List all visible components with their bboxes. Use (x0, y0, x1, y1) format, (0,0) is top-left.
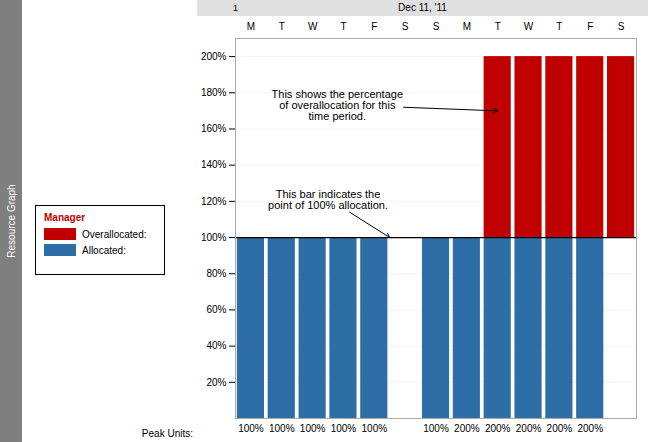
html-text:Peak Units:: Peak Units: (141, 428, 193, 439)
svg-text:T: T (340, 21, 346, 32)
svg-text:W: W (308, 21, 318, 32)
svg-text:100%: 100% (201, 232, 227, 243)
svg-text:60%: 60% (206, 304, 226, 315)
svg-text:80%: 80% (206, 268, 226, 279)
svg-text:140%: 140% (201, 159, 227, 170)
svg-text:200%: 200% (516, 423, 542, 434)
svg-text:S: S (402, 21, 409, 32)
svg-text:100%: 100% (362, 423, 388, 434)
svg-text:200%: 200% (201, 51, 227, 62)
html-text:Overallocated:: Overallocated: (82, 228, 147, 240)
svg-text:This bar indicates thepoint of: This bar indicates thepoint of 100% allo… (268, 188, 388, 211)
svg-text:S: S (618, 21, 625, 32)
svg-text:W: W (524, 21, 534, 32)
svg-text:T: T (279, 21, 285, 32)
html-text:Allocated:: Allocated: (82, 244, 126, 256)
svg-text:200%: 200% (547, 423, 573, 434)
svg-text:100%: 100% (331, 423, 357, 434)
svg-text:160%: 160% (201, 123, 227, 134)
svg-text:180%: 180% (201, 87, 227, 98)
html-text:1: 1 (233, 3, 238, 13)
svg-text:T: T (556, 21, 562, 32)
svg-text:200%: 200% (454, 423, 480, 434)
svg-text:200%: 200% (485, 423, 511, 434)
svg-text:M: M (247, 21, 255, 32)
svg-text:F: F (587, 21, 593, 32)
svg-text:This shows the percentageof ov: This shows the percentageof overallocati… (272, 88, 403, 122)
svg-text:100%: 100% (423, 423, 449, 434)
html-text:Resource Graph: Resource Graph (5, 184, 17, 258)
svg-text:F: F (371, 21, 377, 32)
svg-text:100%: 100% (300, 423, 326, 434)
svg-text:T: T (495, 21, 501, 32)
svg-text:120%: 120% (201, 196, 227, 207)
svg-text:20%: 20% (206, 377, 226, 388)
svg-text:M: M (463, 21, 471, 32)
svg-text:S: S (433, 21, 440, 32)
svg-text:200%: 200% (577, 423, 603, 434)
svg-text:100%: 100% (238, 423, 264, 434)
svg-text:100%: 100% (269, 423, 295, 434)
html-text:Manager: Manager (44, 212, 86, 223)
svg-text:40%: 40% (206, 340, 226, 351)
html-text:Dec 11, '11: Dec 11, '11 (398, 2, 447, 13)
